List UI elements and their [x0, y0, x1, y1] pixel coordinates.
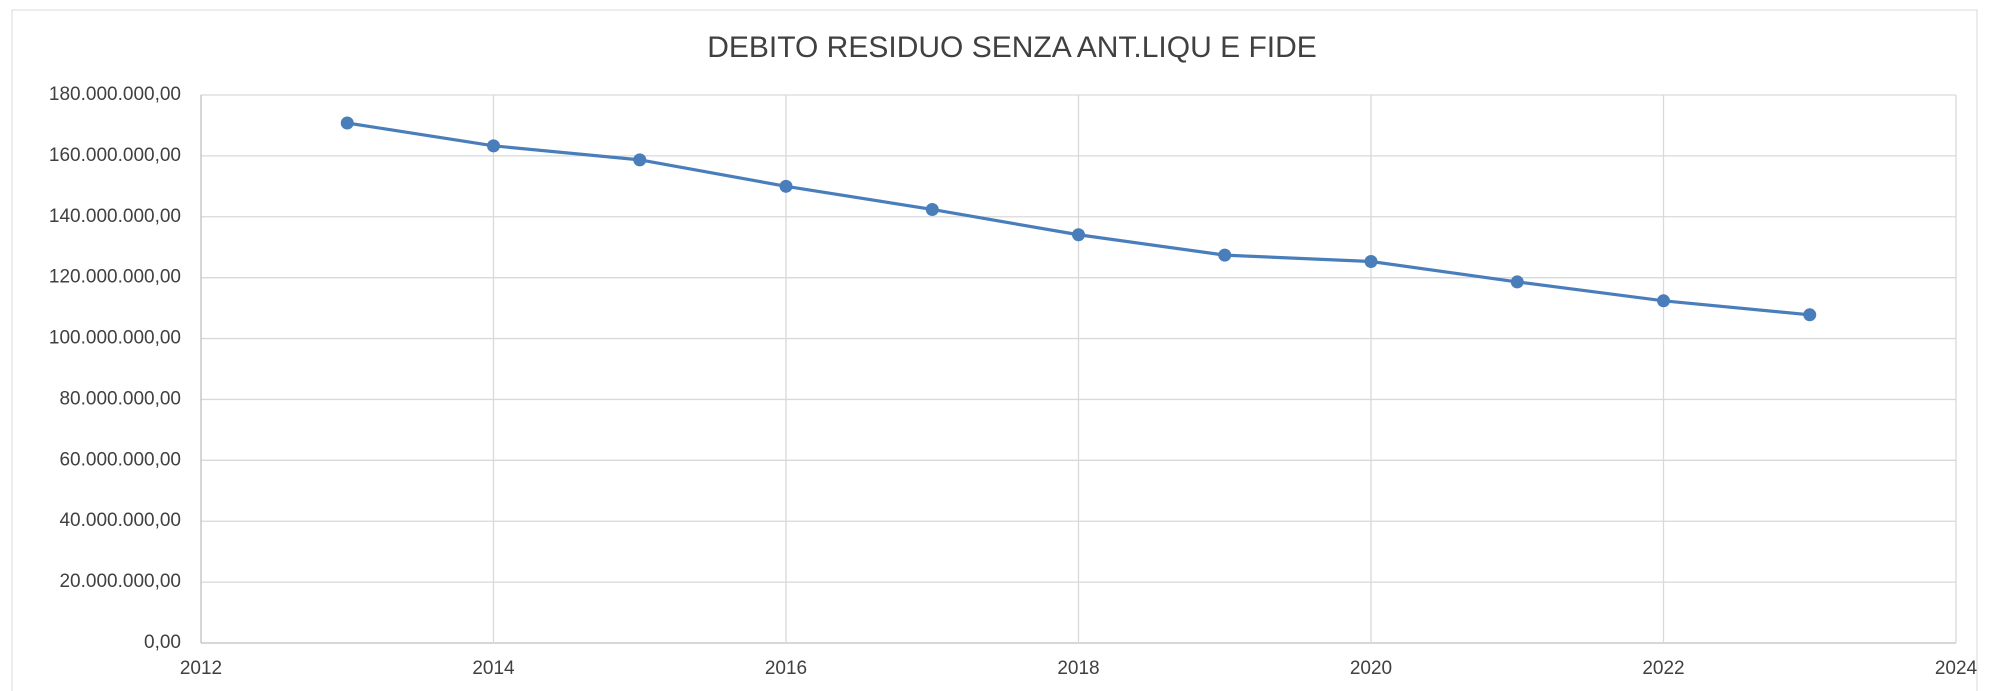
data-point [1364, 255, 1378, 269]
chart-title: DEBITO RESIDUO SENZA ANT.LIQU E FIDE [707, 31, 1317, 64]
data-point [487, 139, 500, 153]
x-tick-label: 2022 [1642, 658, 1684, 679]
x-tick-label: 2014 [472, 658, 515, 679]
data-point [1803, 308, 1817, 322]
data-point [1510, 275, 1524, 289]
y-tick-label: 80.000.000,00 [59, 388, 181, 409]
y-tick-label: 20.000.000,00 [59, 571, 181, 592]
x-tick-label: 2020 [1350, 658, 1392, 679]
y-tick-label: 180.000.000,00 [49, 84, 181, 105]
y-tick-label: 40.000.000,00 [59, 510, 181, 531]
x-tick-label: 2024 [1935, 658, 1978, 679]
y-tick-label: 140.000.000,00 [49, 206, 181, 227]
x-tick-label: 2016 [765, 658, 807, 679]
chart-border [11, 9, 1978, 691]
y-tick-label: 60.000.000,00 [59, 449, 181, 470]
y-tick-label: 100.000.000,00 [49, 328, 181, 349]
y-tick-label: 0,00 [144, 632, 181, 653]
data-point [1218, 248, 1232, 262]
x-tick-label: 2018 [1057, 658, 1099, 679]
data-point [779, 179, 793, 193]
y-tick-label: 120.000.000,00 [49, 267, 181, 288]
data-point [925, 202, 939, 216]
data-point [1657, 294, 1670, 308]
data-point [1072, 228, 1085, 242]
y-tick-label: 160.000.000,00 [49, 145, 181, 166]
x-tick-label: 2012 [180, 658, 222, 679]
data-point [633, 153, 647, 167]
data-point [340, 116, 354, 130]
